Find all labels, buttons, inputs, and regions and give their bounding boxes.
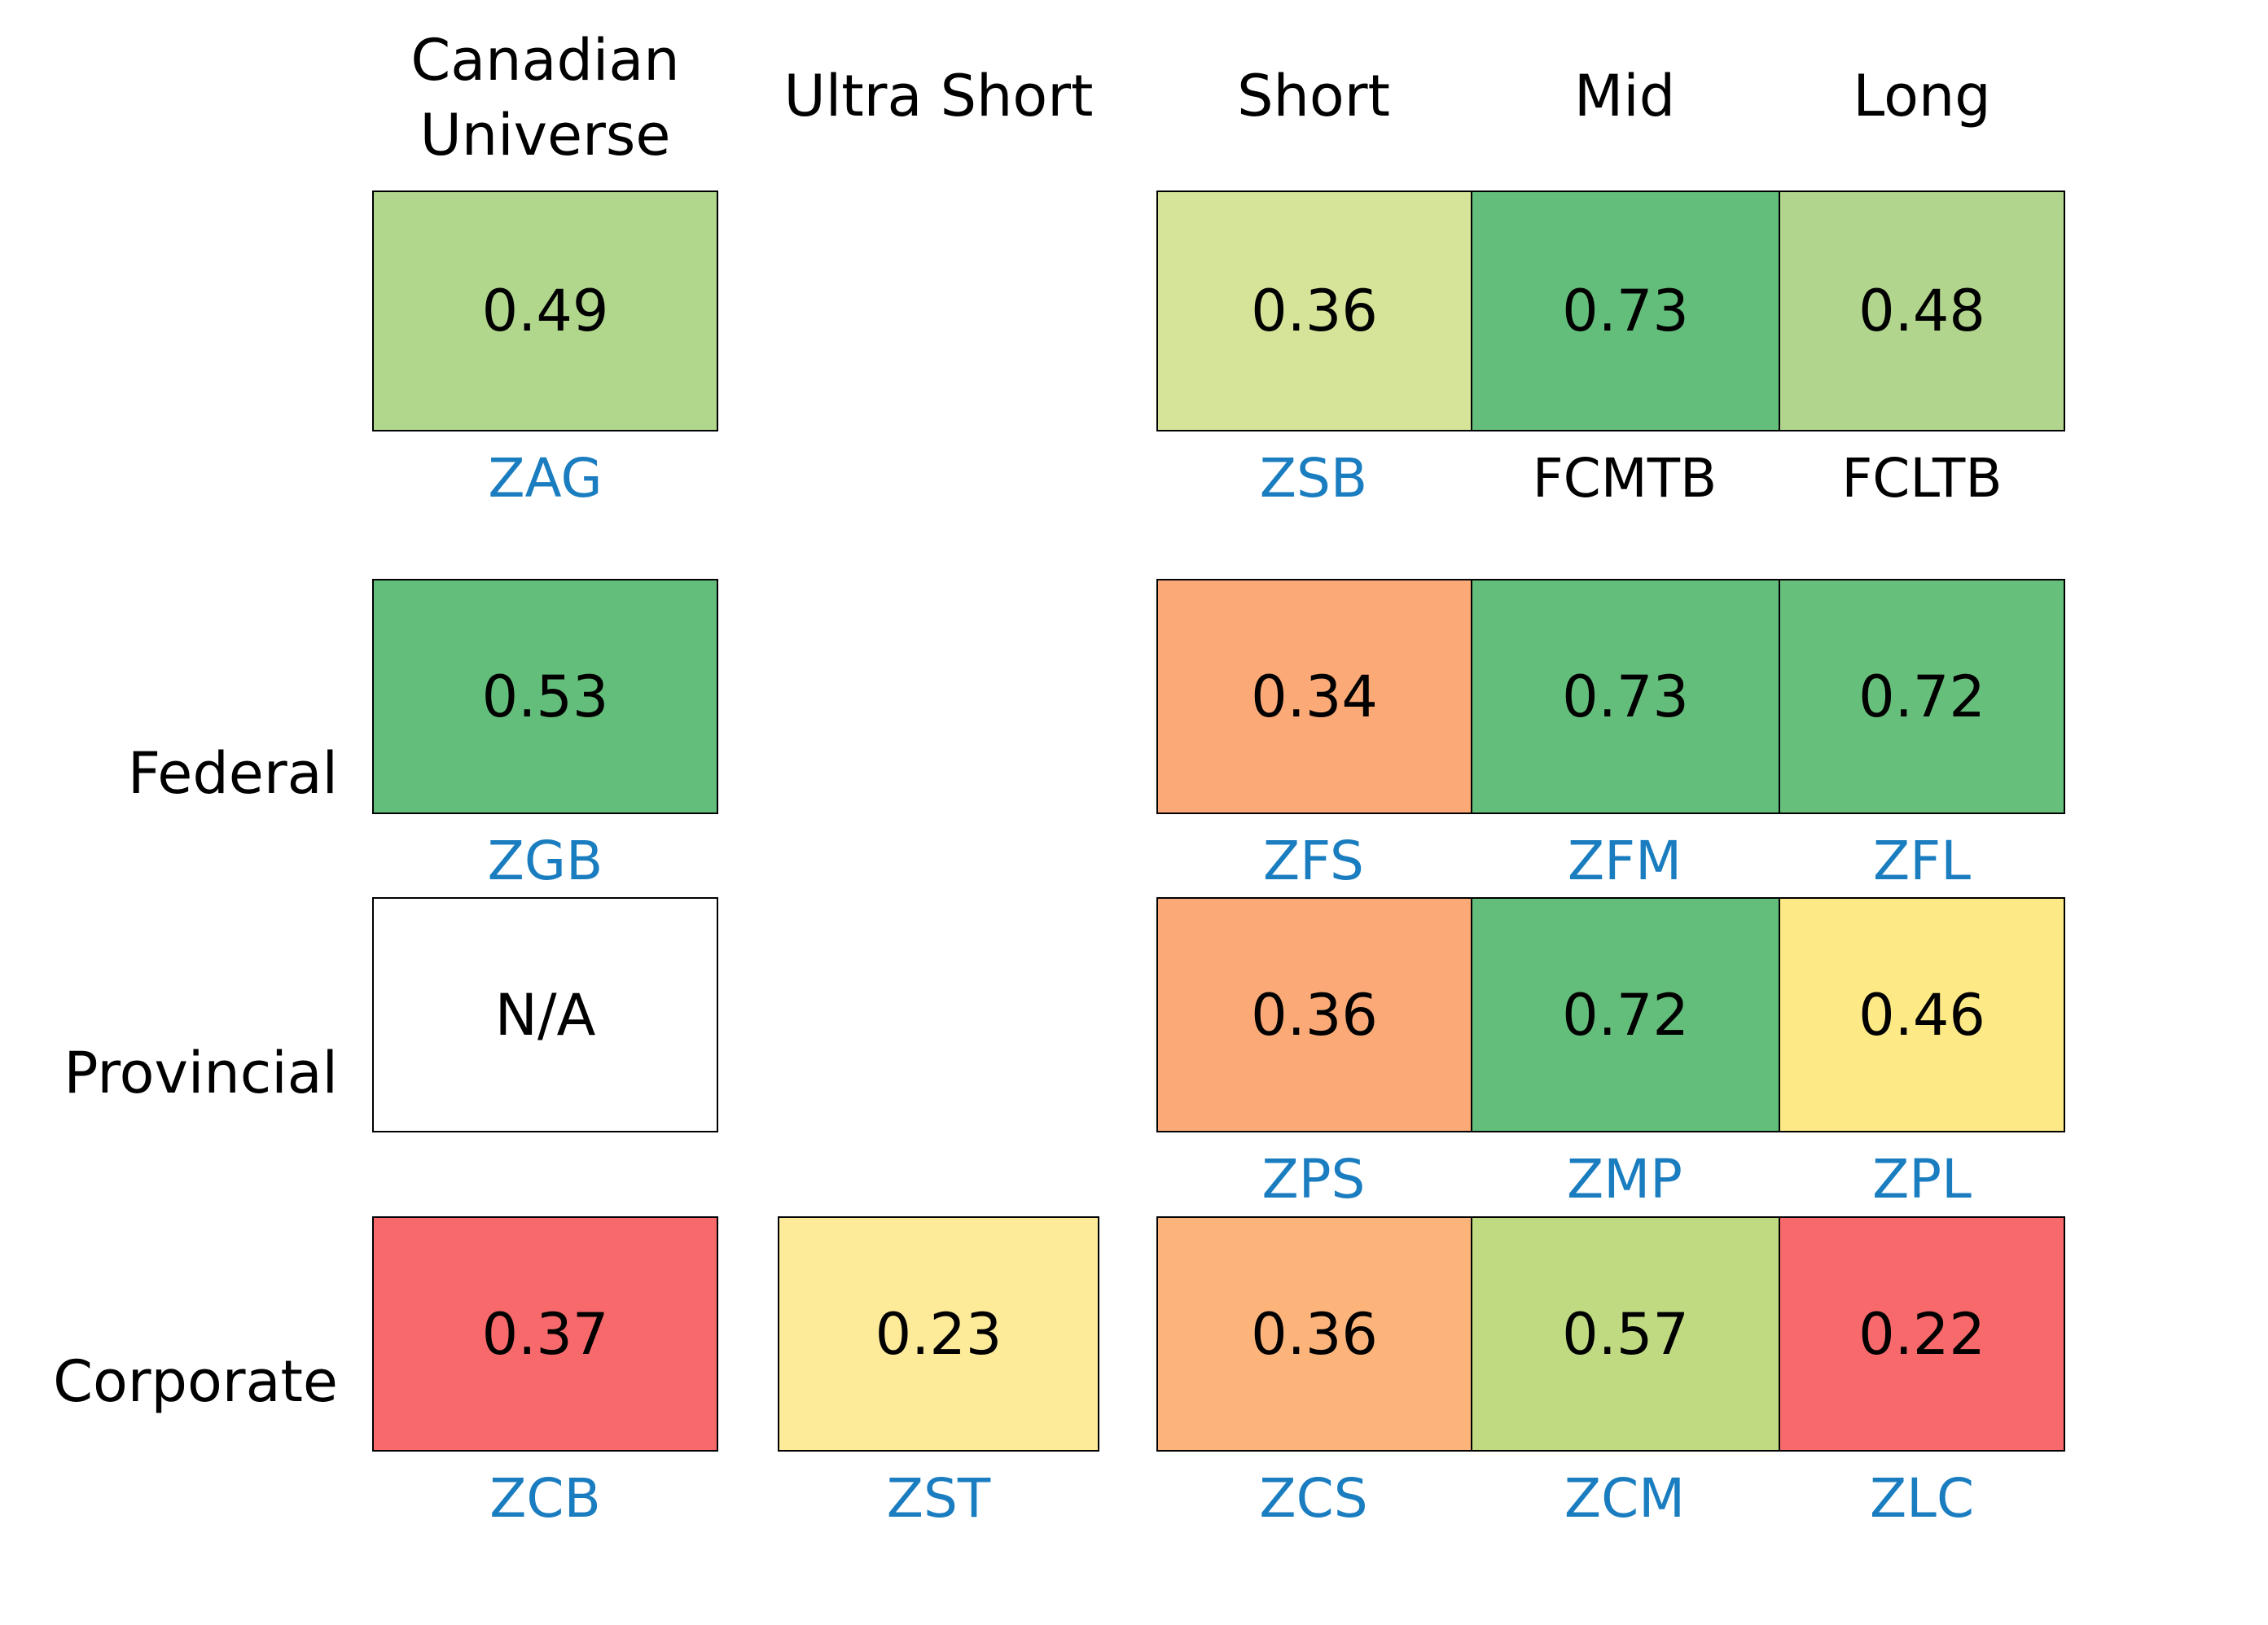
column-header-mid: Mid — [1573, 63, 1676, 129]
ticker-label-zcs: ZCS — [1259, 1467, 1368, 1530]
heatmap-cell-zpl: 0.46 — [1779, 897, 2065, 1132]
ticker-label-zps: ZPS — [1261, 1148, 1366, 1211]
heatmap-cell-zfs: 0.34 — [1156, 579, 1472, 814]
heatmap-cell-zsb: 0.36 — [1156, 191, 1472, 431]
heatmap-cell-zcs: 0.36 — [1156, 1216, 1472, 1452]
heatmap-cell-zlc: 0.22 — [1779, 1216, 2065, 1452]
ticker-label-zsb: ZSB — [1259, 447, 1368, 510]
ticker-label-zgb: ZGB — [487, 830, 603, 892]
ticker-label-zfs: ZFS — [1263, 830, 1364, 892]
heatmap-cell-fcmtb: 0.73 — [1471, 191, 1780, 431]
ticker-label-zst: ZST — [886, 1467, 991, 1530]
heatmap-cell-fcltb: 0.48 — [1779, 191, 2065, 431]
ticker-label-zmp: ZMP — [1567, 1148, 1682, 1211]
heatmap-cell-zst: 0.23 — [778, 1216, 1099, 1452]
heatmap-cell-zag: 0.49 — [372, 191, 718, 431]
ticker-label-fcltb: FCLTB — [1841, 447, 2003, 510]
column-header-short: Short — [1237, 63, 1390, 129]
row-label-corporate: Corporate — [53, 1348, 338, 1415]
heatmap-cell-zcb: 0.37 — [372, 1216, 718, 1452]
heatmap-cell-zcm: 0.57 — [1471, 1216, 1780, 1452]
column-header-ultra-short: Ultra Short — [783, 63, 1094, 129]
heatmap-cell-r2-c0: N/A — [372, 897, 718, 1132]
heatmap-cell-zfm: 0.73 — [1471, 579, 1780, 814]
ticker-label-zpl: ZPL — [1872, 1148, 1972, 1211]
ticker-label-zfm: ZFM — [1567, 830, 1682, 892]
heatmap-cell-zgb: 0.53 — [372, 579, 718, 814]
ticker-label-zcb: ZCB — [489, 1467, 601, 1530]
heatmap-cell-zmp: 0.72 — [1471, 897, 1780, 1132]
heatmap-cell-zps: 0.36 — [1156, 897, 1472, 1132]
ticker-label-zfl: ZFL — [1873, 830, 1971, 892]
ticker-label-fcmtb: FCMTB — [1532, 447, 1717, 510]
row-label-provincial: Provincial — [64, 1040, 338, 1106]
heatmap-cell-zfl: 0.72 — [1779, 579, 2065, 814]
row-label-federal: Federal — [127, 740, 338, 807]
column-header-long: Long — [1853, 63, 1991, 129]
column-header-canadian-universe: Canadian Universe — [410, 27, 680, 169]
ticker-label-zag: ZAG — [488, 447, 603, 510]
ticker-label-zlc: ZLC — [1869, 1467, 1975, 1530]
ticker-label-zcm: ZCM — [1564, 1467, 1686, 1530]
